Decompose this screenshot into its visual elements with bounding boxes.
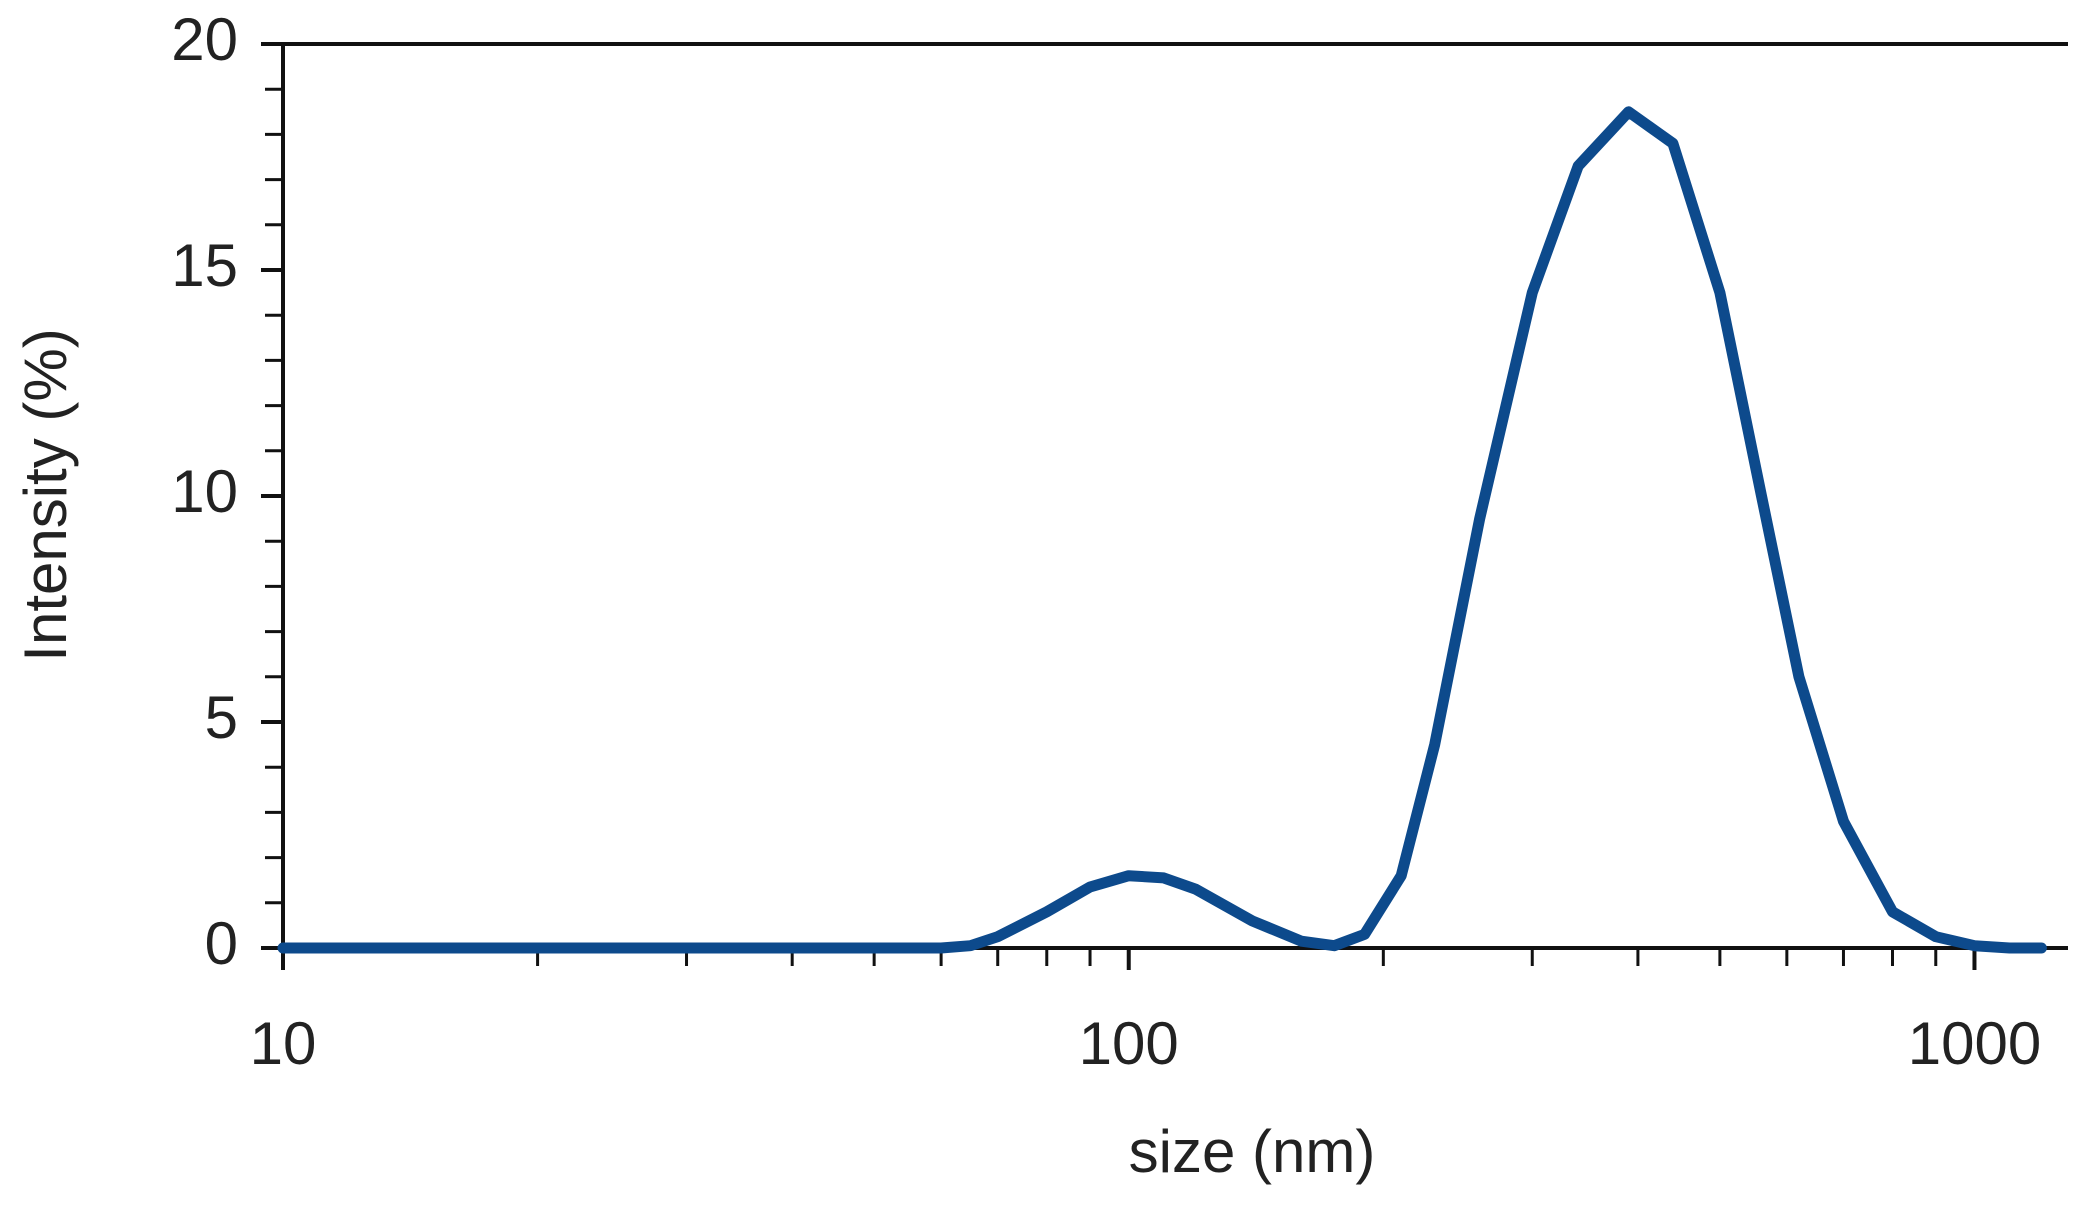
- y-tick-label: 15: [171, 232, 238, 299]
- y-axis-label: Intensity (%): [12, 328, 79, 661]
- x-tick-label: 100: [1079, 1010, 1179, 1077]
- y-tick-label: 10: [171, 458, 238, 525]
- data-line: [277, 106, 2047, 954]
- y-tick-label: 20: [171, 6, 238, 73]
- x-tick-label: 10: [250, 1010, 317, 1077]
- x-axis-label: size (nm): [1129, 1118, 1376, 1185]
- y-tick-label: 0: [205, 910, 238, 977]
- x-tick-label: 1000: [1908, 1010, 2041, 1077]
- y-tick-label: 5: [205, 684, 238, 751]
